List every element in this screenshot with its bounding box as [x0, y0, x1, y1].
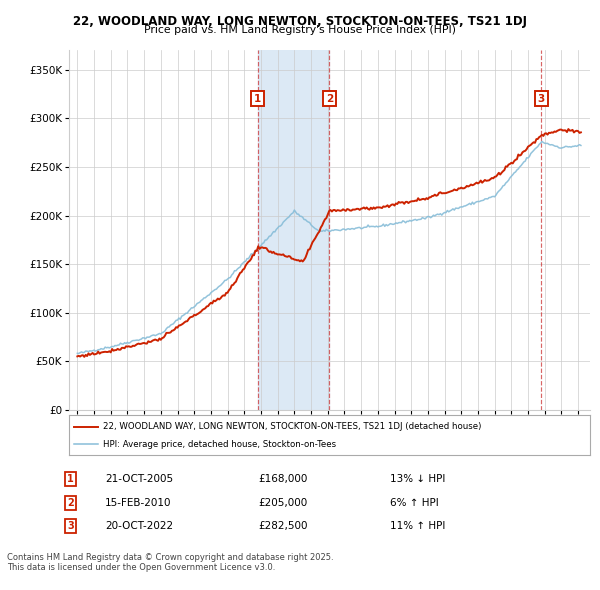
- Text: 22, WOODLAND WAY, LONG NEWTON, STOCKTON-ON-TEES, TS21 1DJ (detached house): 22, WOODLAND WAY, LONG NEWTON, STOCKTON-…: [103, 422, 481, 431]
- Text: 15-FEB-2010: 15-FEB-2010: [105, 498, 172, 507]
- Text: 22, WOODLAND WAY, LONG NEWTON, STOCKTON-ON-TEES, TS21 1DJ: 22, WOODLAND WAY, LONG NEWTON, STOCKTON-…: [73, 15, 527, 28]
- Text: 21-OCT-2005: 21-OCT-2005: [105, 474, 173, 484]
- Text: £205,000: £205,000: [258, 498, 307, 507]
- Text: 11% ↑ HPI: 11% ↑ HPI: [390, 522, 445, 531]
- Text: £282,500: £282,500: [258, 522, 308, 531]
- Text: 1: 1: [254, 94, 261, 104]
- Text: This data is licensed under the Open Government Licence v3.0.: This data is licensed under the Open Gov…: [7, 563, 275, 572]
- Text: 3: 3: [67, 522, 74, 531]
- Text: 20-OCT-2022: 20-OCT-2022: [105, 522, 173, 531]
- Text: 13% ↓ HPI: 13% ↓ HPI: [390, 474, 445, 484]
- Text: Price paid vs. HM Land Registry's House Price Index (HPI): Price paid vs. HM Land Registry's House …: [144, 25, 456, 35]
- Text: 2: 2: [67, 498, 74, 507]
- Text: 1: 1: [67, 474, 74, 484]
- Text: Contains HM Land Registry data © Crown copyright and database right 2025.: Contains HM Land Registry data © Crown c…: [7, 553, 334, 562]
- Text: 2: 2: [326, 94, 333, 104]
- Text: £168,000: £168,000: [258, 474, 307, 484]
- Bar: [257, 50, 329, 410]
- Text: 3: 3: [538, 94, 545, 104]
- Text: HPI: Average price, detached house, Stockton-on-Tees: HPI: Average price, detached house, Stoc…: [103, 440, 336, 449]
- Text: 6% ↑ HPI: 6% ↑ HPI: [390, 498, 439, 507]
